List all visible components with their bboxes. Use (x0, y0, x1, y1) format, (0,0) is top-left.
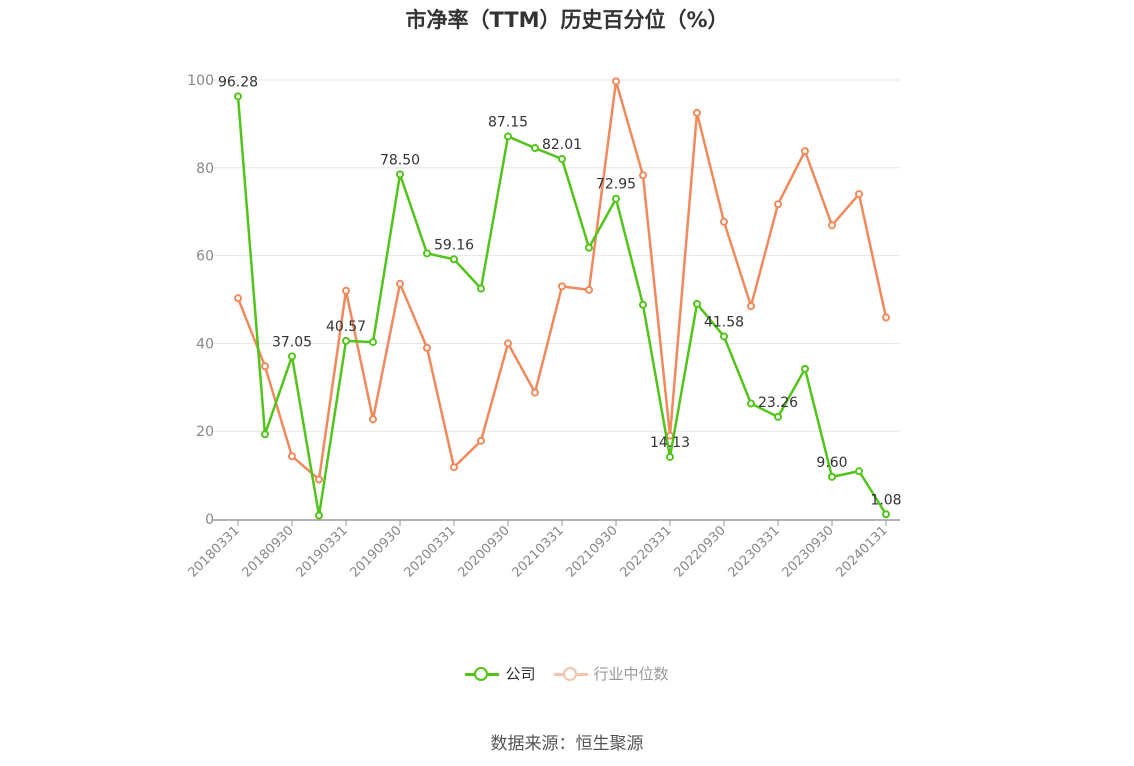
data-point (855, 190, 863, 199)
y-tick-label: 80 (196, 161, 214, 177)
x-tick-label: 20210930 (563, 523, 620, 580)
chart-title: 市净率（TTM）历史百分位（%） (405, 8, 729, 32)
x-tick-label: 20220930 (671, 523, 728, 580)
data-point (504, 339, 512, 348)
data-point (720, 217, 728, 226)
data-source: 数据来源：恒生聚源 (490, 734, 644, 754)
data-point (558, 282, 566, 291)
data-point (423, 249, 431, 258)
data-label-layer: 96.28 37.05 40.57 78.50 59.16 87.15 82.01 72.95… (218, 74, 902, 508)
data-point (882, 510, 890, 519)
data-point (342, 336, 350, 345)
data-point (882, 313, 890, 322)
data-point (396, 170, 404, 179)
y-tick-label: 60 (196, 249, 214, 265)
legend: 公司 行业中位数 (0, 663, 1134, 684)
data-point (369, 415, 377, 424)
data-point (261, 362, 269, 371)
data-point (396, 279, 404, 288)
data-point (693, 299, 701, 308)
data-point (774, 200, 782, 209)
data-point (423, 343, 431, 352)
x-tick-label: 20190331 (293, 523, 350, 580)
data-point (585, 285, 593, 294)
data-label: 9.60 (816, 455, 847, 471)
data-point (531, 388, 539, 397)
x-tick-label: 20200331 (401, 523, 458, 580)
data-point (666, 452, 674, 461)
data-point (801, 364, 809, 373)
legend-item[interactable]: 公司 (465, 663, 536, 684)
data-point (612, 194, 620, 203)
x-tick-label: 20220331 (617, 523, 674, 580)
data-label: 40.57 (326, 319, 366, 335)
x-tick-label: 20210331 (509, 523, 566, 580)
data-point (612, 77, 620, 86)
x-tick-label: 20200930 (455, 523, 512, 580)
legend-swatch (465, 666, 500, 681)
data-label: 82.01 (542, 137, 582, 153)
y-tick-label: 0 (205, 512, 214, 528)
x-tick-label: 20230930 (779, 523, 836, 580)
data-point (828, 472, 836, 481)
data-point (828, 221, 836, 230)
data-label: 23.26 (758, 395, 798, 411)
data-label: 96.28 (218, 74, 258, 90)
data-point (315, 511, 323, 520)
legend-item[interactable]: 行业中位数 (553, 663, 669, 684)
series-layer (234, 77, 890, 520)
data-point (369, 338, 377, 347)
data-point (450, 255, 458, 264)
data-point (801, 147, 809, 156)
y-tick-label: 100 (187, 73, 214, 89)
data-point (585, 243, 593, 252)
data-label: 59.16 (434, 237, 474, 253)
data-point (747, 302, 755, 311)
y-tick-label: 40 (196, 336, 214, 352)
data-point (774, 412, 782, 421)
data-point (639, 171, 647, 180)
data-point (747, 399, 755, 408)
data-label: 41.58 (704, 314, 744, 330)
x-tick-label: 20180331 (185, 523, 242, 580)
data-point (477, 436, 485, 445)
grid-layer (212, 79, 900, 432)
data-point (477, 284, 485, 293)
data-point (855, 467, 863, 476)
data-label: 1.08 (870, 492, 901, 508)
legend-swatch (553, 666, 588, 681)
data-point (639, 300, 647, 309)
data-label: 37.05 (272, 334, 312, 350)
data-point (261, 430, 269, 439)
data-label: 78.50 (380, 152, 420, 168)
data-point (693, 108, 701, 117)
data-point (315, 475, 323, 484)
data-point (558, 154, 566, 163)
x-tick-label: 20230331 (725, 523, 782, 580)
data-point (234, 92, 242, 101)
y-tick-label: 20 (196, 424, 214, 440)
legend-label: 行业中位数 (593, 665, 669, 683)
data-label: 87.15 (488, 114, 528, 130)
data-point (720, 332, 728, 341)
data-label: 14.13 (650, 435, 690, 451)
data-label: 72.95 (596, 177, 636, 193)
data-point (342, 286, 350, 295)
data-point (234, 294, 242, 303)
legend-label: 公司 (505, 665, 536, 683)
data-point (531, 144, 539, 153)
data-point (288, 452, 296, 461)
data-point (504, 132, 512, 141)
x-tick-label: 20190930 (347, 523, 404, 580)
x-tick-label: 20180930 (239, 523, 296, 580)
data-point (288, 352, 296, 361)
x-tick-label: 20240131 (833, 523, 890, 580)
data-point (450, 463, 458, 472)
